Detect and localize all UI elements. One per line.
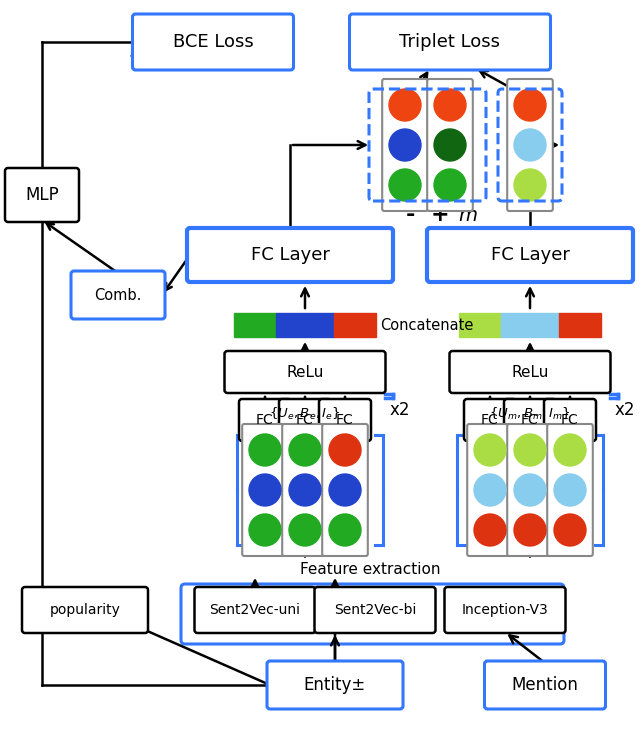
Circle shape [389, 89, 421, 121]
Circle shape [389, 169, 421, 201]
FancyBboxPatch shape [464, 399, 516, 441]
Text: FC Layer: FC Layer [251, 246, 330, 264]
Text: Triplet Loss: Triplet Loss [399, 33, 500, 51]
FancyBboxPatch shape [242, 424, 288, 556]
Circle shape [514, 514, 546, 546]
FancyBboxPatch shape [484, 661, 605, 709]
Text: -: - [405, 205, 415, 225]
FancyBboxPatch shape [449, 351, 611, 393]
FancyBboxPatch shape [187, 228, 393, 282]
Circle shape [474, 474, 506, 506]
FancyBboxPatch shape [71, 271, 165, 319]
Text: popularity: popularity [49, 603, 120, 617]
Circle shape [249, 434, 281, 466]
Text: x2: x2 [615, 401, 636, 419]
Circle shape [514, 434, 546, 466]
Bar [559, 313, 601, 337]
FancyBboxPatch shape [544, 399, 596, 441]
FancyBboxPatch shape [349, 14, 550, 70]
FancyBboxPatch shape [282, 424, 328, 556]
Circle shape [514, 89, 546, 121]
FancyBboxPatch shape [239, 399, 291, 441]
Circle shape [434, 89, 466, 121]
Circle shape [474, 434, 506, 466]
Text: m: m [458, 205, 477, 225]
FancyBboxPatch shape [467, 424, 513, 556]
FancyBboxPatch shape [267, 661, 403, 709]
Circle shape [389, 129, 421, 161]
Text: +: + [431, 205, 449, 225]
Circle shape [554, 434, 586, 466]
Text: Entity±: Entity± [304, 676, 366, 694]
Circle shape [434, 129, 466, 161]
Text: Feature extraction: Feature extraction [300, 562, 440, 577]
Text: FC: FC [561, 413, 579, 427]
Text: ReLu: ReLu [511, 365, 548, 379]
Circle shape [289, 434, 321, 466]
Text: $\{U_e, B_e, I_e\}$: $\{U_e, B_e, I_e\}$ [269, 406, 341, 422]
Circle shape [514, 169, 546, 201]
Bar [501, 313, 559, 337]
Text: Mention: Mention [511, 676, 579, 694]
Circle shape [514, 474, 546, 506]
FancyBboxPatch shape [22, 587, 148, 633]
Circle shape [289, 474, 321, 506]
Text: BCE Loss: BCE Loss [173, 33, 253, 51]
Circle shape [249, 514, 281, 546]
FancyBboxPatch shape [427, 79, 473, 211]
Circle shape [289, 514, 321, 546]
FancyBboxPatch shape [507, 424, 553, 556]
Text: $\{U_m, B_m, I_m\}$: $\{U_m, B_m, I_m\}$ [489, 406, 571, 422]
Circle shape [554, 514, 586, 546]
FancyBboxPatch shape [382, 79, 428, 211]
FancyBboxPatch shape [279, 399, 331, 441]
FancyBboxPatch shape [5, 168, 79, 222]
FancyBboxPatch shape [504, 399, 556, 441]
Text: Sent2Vec-uni: Sent2Vec-uni [209, 603, 301, 617]
Bar [334, 313, 376, 337]
FancyBboxPatch shape [314, 587, 435, 633]
Text: FC: FC [521, 413, 539, 427]
Text: Sent2Vec-bi: Sent2Vec-bi [334, 603, 416, 617]
Text: FC: FC [296, 413, 314, 427]
FancyBboxPatch shape [547, 424, 593, 556]
Text: FC Layer: FC Layer [491, 246, 570, 264]
Text: x2: x2 [390, 401, 410, 419]
Text: FC: FC [256, 413, 274, 427]
Bar [276, 313, 334, 337]
Text: Inception-V3: Inception-V3 [461, 603, 548, 617]
FancyBboxPatch shape [445, 587, 566, 633]
Text: Concatenate: Concatenate [380, 318, 474, 333]
Text: Comb.: Comb. [94, 287, 141, 303]
Circle shape [329, 434, 361, 466]
FancyBboxPatch shape [322, 424, 368, 556]
FancyBboxPatch shape [195, 587, 316, 633]
Text: FC: FC [336, 413, 354, 427]
Circle shape [249, 474, 281, 506]
FancyBboxPatch shape [427, 228, 633, 282]
Circle shape [554, 474, 586, 506]
FancyBboxPatch shape [319, 399, 371, 441]
Text: ReLu: ReLu [286, 365, 324, 379]
Text: FC: FC [481, 413, 499, 427]
Text: MLP: MLP [25, 186, 59, 204]
FancyBboxPatch shape [132, 14, 294, 70]
Circle shape [329, 474, 361, 506]
Circle shape [474, 514, 506, 546]
Bar [234, 313, 276, 337]
FancyBboxPatch shape [225, 351, 385, 393]
Circle shape [434, 169, 466, 201]
Bar [459, 313, 501, 337]
FancyBboxPatch shape [507, 79, 553, 211]
Circle shape [329, 514, 361, 546]
Circle shape [514, 129, 546, 161]
